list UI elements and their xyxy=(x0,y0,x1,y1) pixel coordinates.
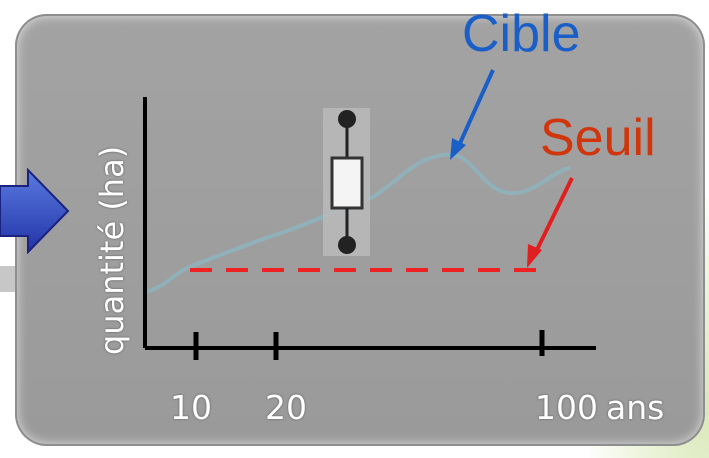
arrow-right-icon xyxy=(0,168,70,254)
seuil-label: Seuil xyxy=(540,109,656,167)
x-tick-label-100: 100 ans xyxy=(535,388,664,427)
resistor-icon xyxy=(323,108,370,256)
x-tick-label-10: 10 xyxy=(170,388,212,427)
x-unit-label: ans xyxy=(606,388,665,427)
cible-label: Cible xyxy=(462,5,581,63)
y-axis-label: quantité (ha) xyxy=(93,145,131,355)
cible-pointer-arrow xyxy=(450,69,495,160)
x-tick-label-20: 20 xyxy=(265,388,307,427)
x-tick-value-100: 100 xyxy=(535,388,598,427)
cible-curve xyxy=(144,152,571,294)
seuil-pointer-arrow xyxy=(527,177,574,268)
